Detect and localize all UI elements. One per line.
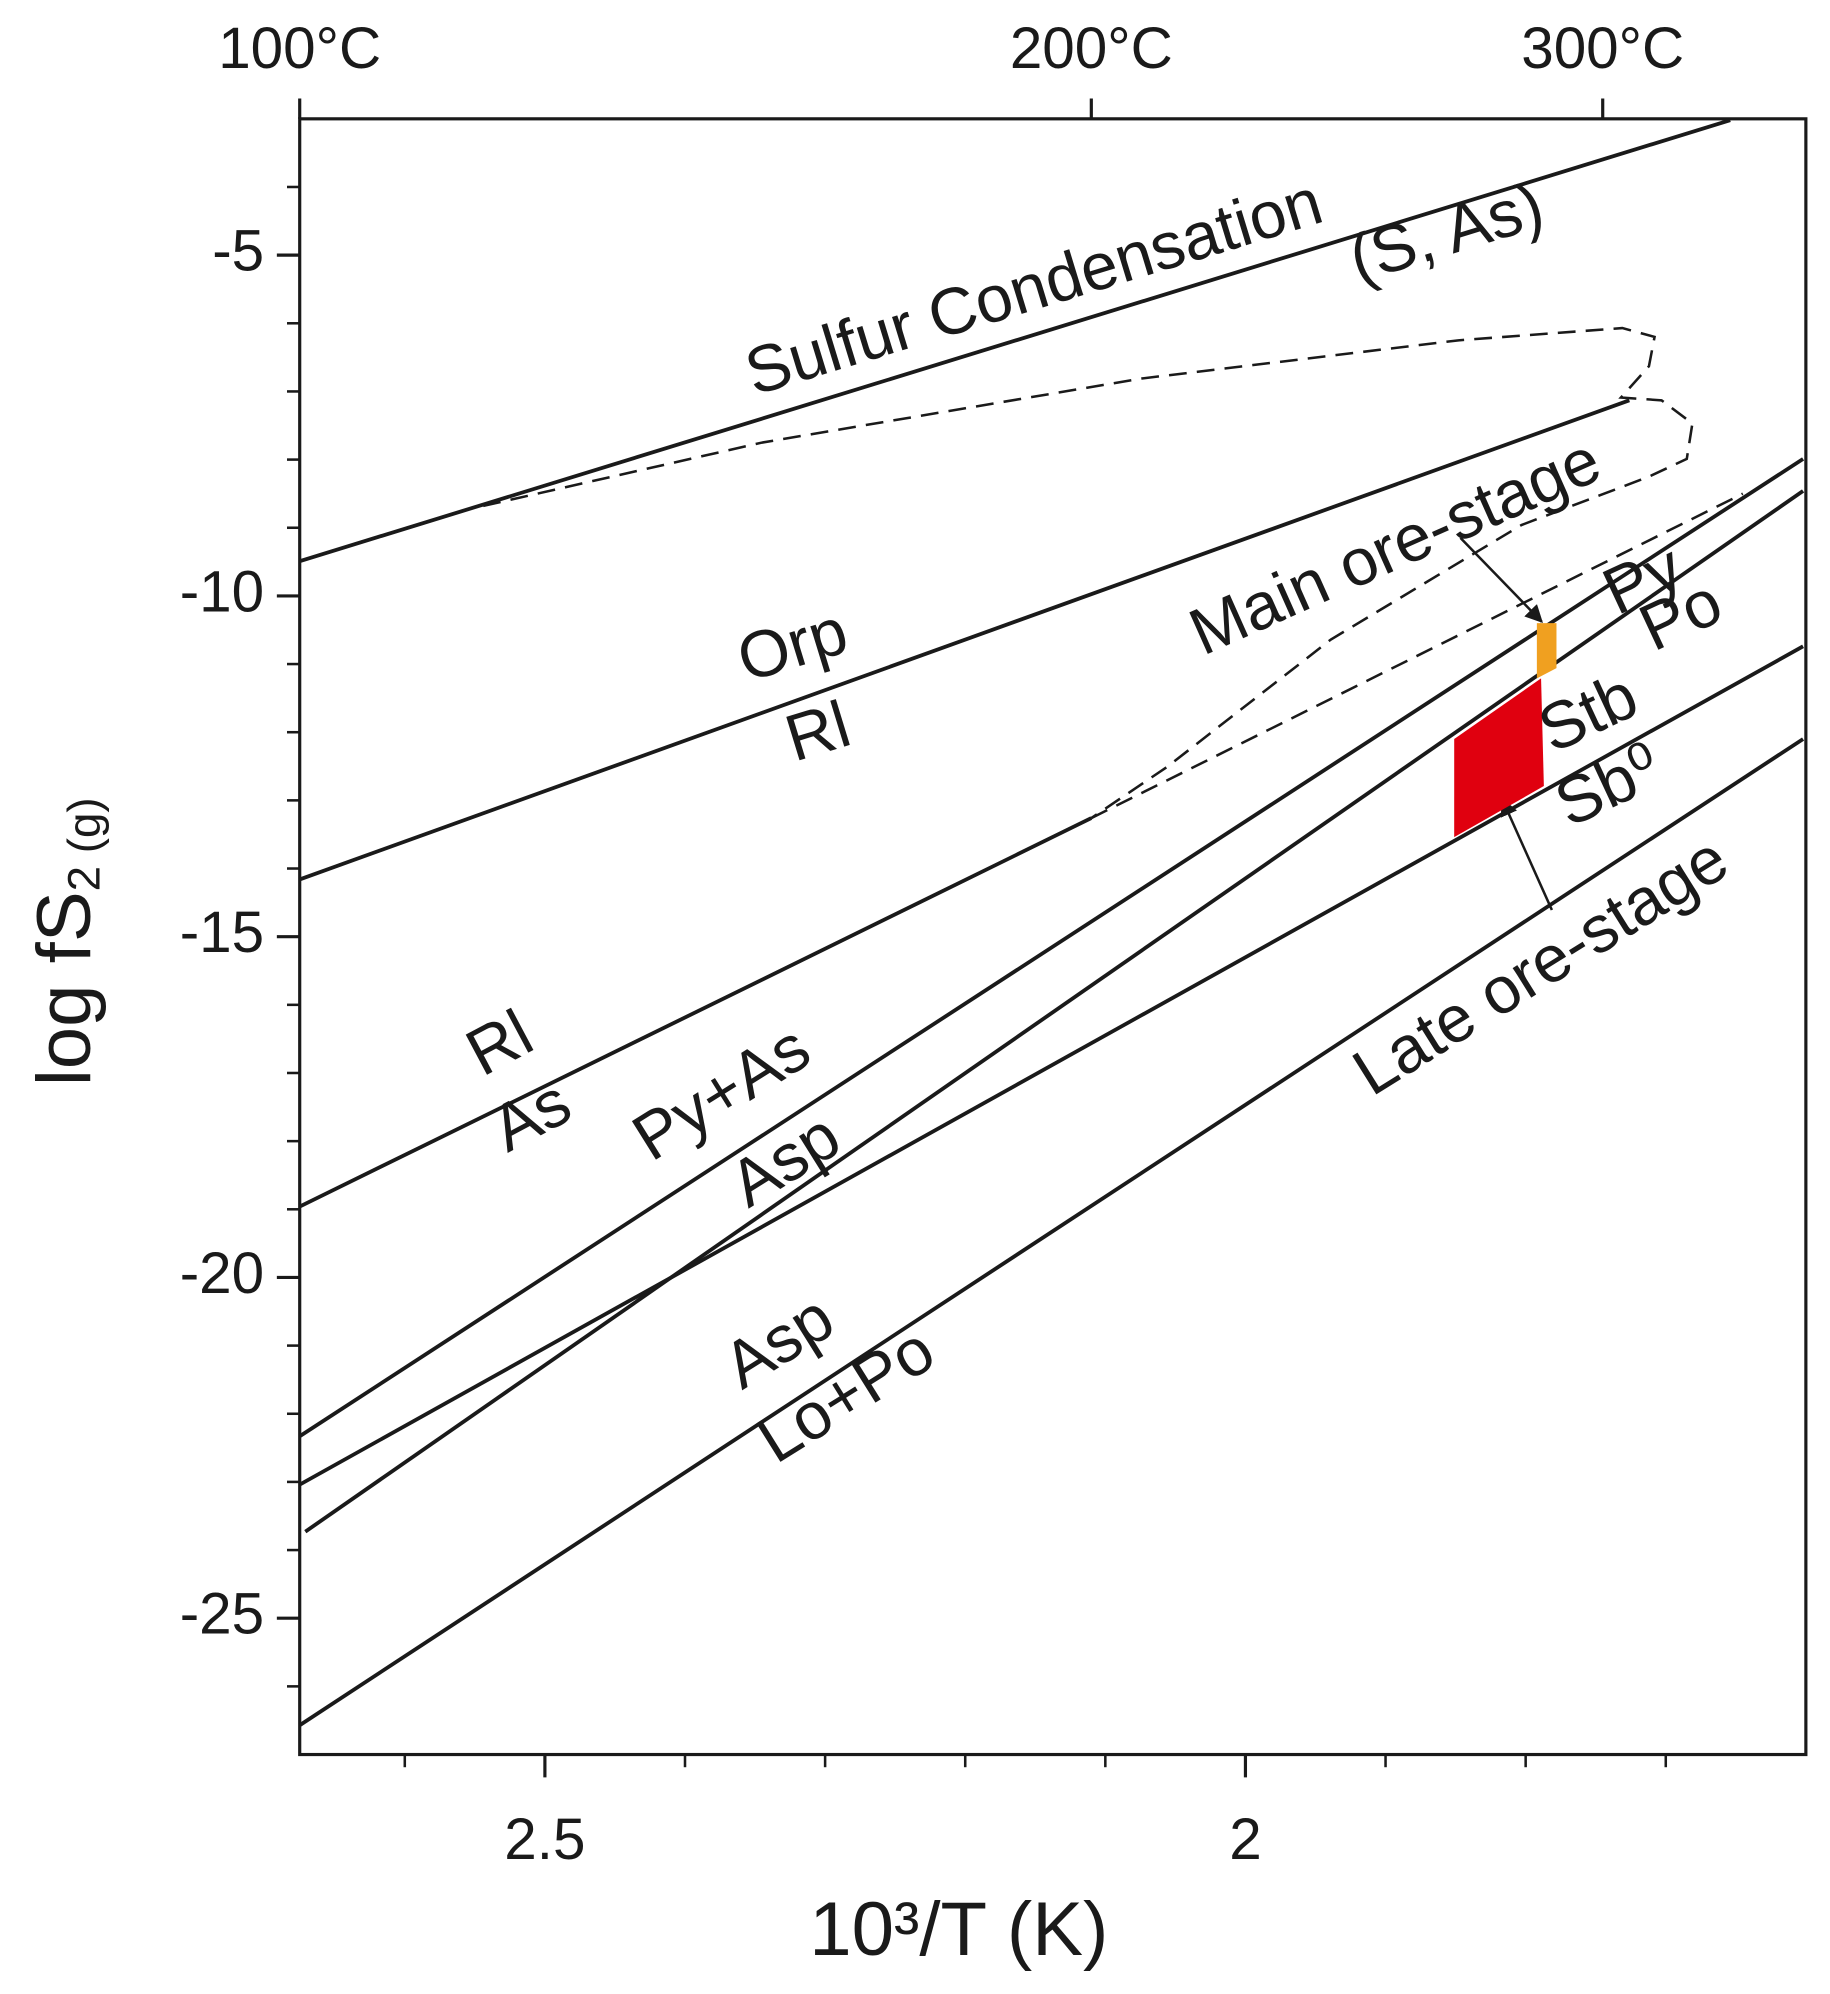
stage-region [1454,678,1544,838]
arrow [1459,537,1543,624]
annotation: Rl [777,686,858,775]
x2-tick-label: 300°C [1521,16,1684,81]
y-tick-label: -5 [212,219,264,284]
y-axis-label-sub: 2 (g) [59,797,110,891]
phase-boundary [299,398,1630,882]
x2-tick-label: 100°C [218,16,381,81]
y-tick-label: -25 [180,1582,264,1647]
y-tick-label: -20 [180,1241,264,1306]
annotation: (S, As) [1341,167,1552,296]
phase-boundary [298,644,1804,1487]
x2-tick-label: 200°C [1010,16,1173,81]
stage-region [1536,623,1557,679]
phase-boundary [298,816,1093,1209]
phase-boundary [304,489,1805,1534]
x-tick-label: 2.5 [504,1807,585,1872]
y-axis-label: log fS2 (g) [22,797,110,1086]
arrow [1500,797,1554,911]
dashed-boundary [482,326,1694,820]
annotation: Orp [729,593,856,696]
y-tick-label: -10 [180,559,264,624]
x-axis-label: 10³/T (K) [809,1887,1108,1972]
phase-boundary [299,118,1731,563]
dashed-boundary [1090,492,1744,820]
y-axis-label-main: log fS [22,891,107,1086]
annotation: Late ore-stage [1340,821,1740,1109]
phase-boundary [298,457,1805,1438]
x-tick-label: 2 [1229,1807,1261,1872]
annotation: Sulfur Condensation [737,163,1331,409]
phase-boundary [298,737,1805,1727]
y-tick-label: -15 [180,900,264,965]
